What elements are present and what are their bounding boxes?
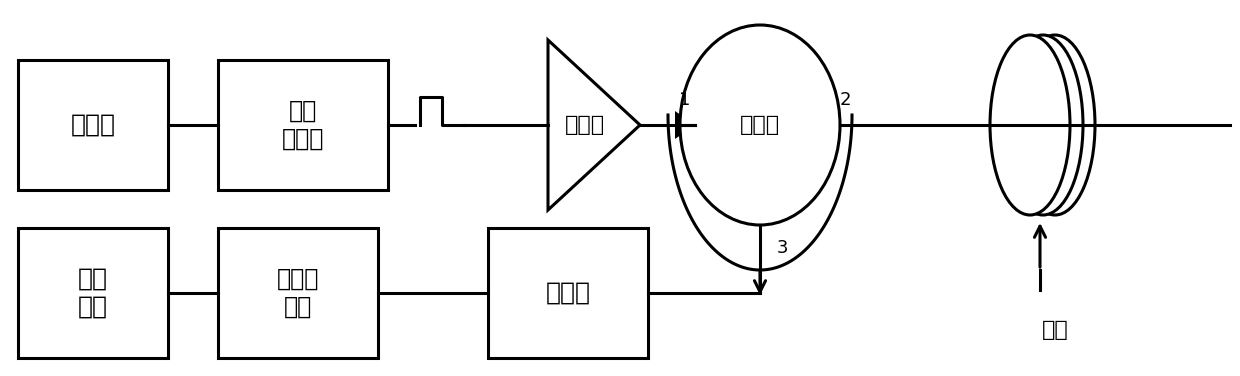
Bar xyxy=(218,60,388,190)
Ellipse shape xyxy=(1016,35,1095,215)
Ellipse shape xyxy=(990,35,1070,215)
Bar xyxy=(489,228,649,358)
Text: 3: 3 xyxy=(777,239,789,257)
Text: 检偏器: 检偏器 xyxy=(546,281,590,305)
Text: 光纤: 光纤 xyxy=(1042,320,1069,340)
Bar xyxy=(19,60,167,190)
Polygon shape xyxy=(548,40,640,210)
Text: 2: 2 xyxy=(839,91,851,109)
Text: 1: 1 xyxy=(680,91,691,109)
Text: 激光器: 激光器 xyxy=(71,113,115,137)
Ellipse shape xyxy=(1003,35,1083,215)
Text: 环形器: 环形器 xyxy=(740,115,780,135)
Text: 光电探
测器: 光电探 测器 xyxy=(277,267,319,319)
Text: 信号
处理: 信号 处理 xyxy=(78,267,108,319)
Bar xyxy=(218,228,378,358)
Bar xyxy=(19,228,167,358)
Ellipse shape xyxy=(680,25,839,225)
Text: 脉冲
调制器: 脉冲 调制器 xyxy=(281,99,324,151)
Text: 放大器: 放大器 xyxy=(565,115,605,135)
Polygon shape xyxy=(675,111,694,139)
